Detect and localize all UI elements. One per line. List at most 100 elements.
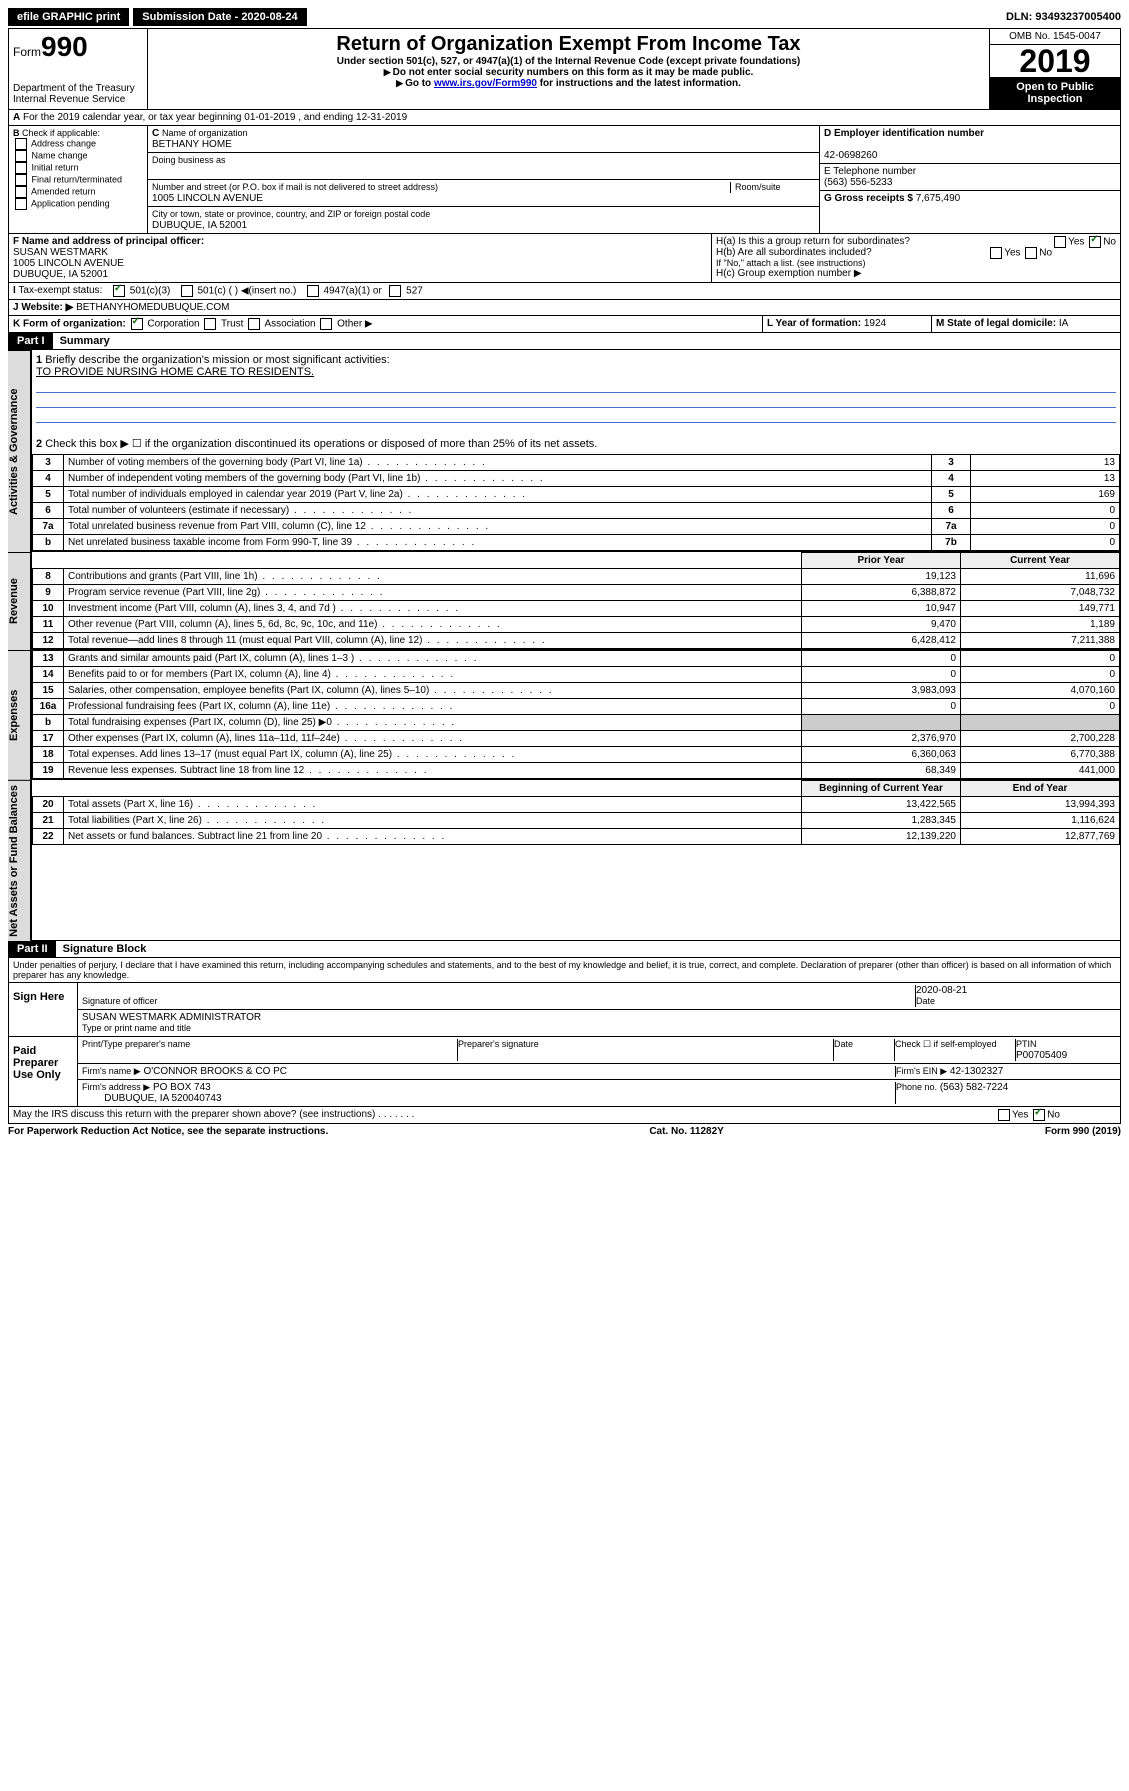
website-label: Website: ▶ — [21, 302, 73, 313]
opt-trust: Trust — [221, 319, 243, 330]
city-value: DUBUQUE, IA 52001 — [152, 220, 247, 231]
checkbox-ha-no[interactable] — [1089, 236, 1101, 248]
table-row: 8Contributions and grants (Part VIII, li… — [33, 569, 1120, 585]
checkbox-amended[interactable] — [15, 186, 27, 198]
org-name: BETHANY HOME — [152, 139, 232, 150]
table-row: 6Total number of volunteers (estimate if… — [33, 503, 1120, 519]
hdr-prior-year: Prior Year — [802, 553, 961, 569]
checkbox-527[interactable] — [389, 285, 401, 297]
table-row: bTotal fundraising expenses (Part IX, co… — [33, 715, 1120, 731]
expenses-table: 13Grants and similar amounts paid (Part … — [32, 650, 1120, 779]
tax-year: 2019 — [990, 45, 1120, 77]
firm-city: DUBUQUE, IA 520040743 — [104, 1093, 221, 1104]
table-row: 4Number of independent voting members of… — [33, 471, 1120, 487]
room-label: Room/suite — [730, 182, 815, 193]
vlabel-revenue: Revenue — [8, 552, 31, 650]
table-row: 11Other revenue (Part VIII, column (A), … — [33, 617, 1120, 633]
governance-table: 3Number of voting members of the governi… — [32, 454, 1120, 551]
tax-year-text: For the 2019 calendar year, or tax year … — [23, 112, 407, 123]
note-ssn: Do not enter social security numbers on … — [393, 67, 754, 78]
discuss-question: May the IRS discuss this return with the… — [13, 1109, 375, 1120]
officer-label: F Name and address of principal officer: — [13, 236, 204, 247]
vlabel-governance: Activities & Governance — [8, 350, 31, 552]
footer-left: For Paperwork Reduction Act Notice, see … — [8, 1126, 328, 1137]
table-row: 16aProfessional fundraising fees (Part I… — [33, 699, 1120, 715]
col-b-checkboxes: B Check if applicable: Address change Na… — [9, 126, 148, 233]
checkbox-hb-no[interactable] — [1025, 247, 1037, 259]
opt-4947: 4947(a)(1) or — [323, 286, 381, 297]
hb-label: H(b) Are all subordinates included? — [716, 247, 872, 258]
no-label: No — [1047, 1109, 1060, 1120]
hc-label: H(c) Group exemption number ▶ — [716, 268, 1116, 279]
efile-button[interactable]: efile GRAPHIC print — [8, 8, 129, 26]
firm-name-label: Firm's name ▶ — [82, 1066, 141, 1076]
table-row: 14Benefits paid to or for members (Part … — [33, 667, 1120, 683]
officer-addr1: 1005 LINCOLN AVENUE — [13, 258, 124, 269]
form-word: Form — [13, 45, 41, 59]
checkbox-address-change[interactable] — [15, 138, 27, 150]
checkbox-other[interactable] — [320, 318, 332, 330]
typed-name: SUSAN WESTMARK ADMINISTRATOR — [82, 1012, 261, 1023]
checkbox-501c[interactable] — [181, 285, 193, 297]
prep-name-label: Print/Type preparer's name — [82, 1039, 190, 1049]
checkbox-501c3[interactable] — [113, 285, 125, 297]
section-governance: Activities & Governance 1 Briefly descri… — [8, 350, 1121, 552]
sig-officer-label: Signature of officer — [82, 996, 157, 1006]
year-formation: 1924 — [864, 318, 886, 329]
revenue-table: Prior YearCurrent Year 8Contributions an… — [32, 552, 1120, 649]
row-a-tax-year: A For the 2019 calendar year, or tax yea… — [8, 110, 1121, 126]
firm-ein: 42-1302327 — [950, 1066, 1003, 1077]
checkbox-initial-return[interactable] — [15, 162, 27, 174]
checkbox-app-pending[interactable] — [15, 198, 27, 210]
paid-preparer-label: Paid Preparer Use Only — [9, 1037, 78, 1106]
discontinued-question: Check this box ▶ ☐ if the organization d… — [45, 438, 597, 450]
opt-final-return: Final return/terminated — [32, 174, 123, 184]
checkbox-final-return[interactable] — [15, 174, 27, 186]
part1-title: Summary — [56, 333, 114, 349]
checkbox-ha-yes[interactable] — [1054, 236, 1066, 248]
officer-addr2: DUBUQUE, IA 52001 — [13, 269, 108, 280]
form-title: Return of Organization Exempt From Incom… — [152, 33, 985, 56]
mission-question: Briefly describe the organization's miss… — [45, 354, 389, 366]
table-row: 19Revenue less expenses. Subtract line 1… — [33, 763, 1120, 779]
note-goto-b: for instructions and the latest informat… — [537, 78, 741, 89]
part2-header-row: Part II Signature Block — [8, 941, 1121, 958]
row-j-website: J Website: ▶ BETHANYHOMEDUBUQUE.COM — [8, 300, 1121, 316]
yes-label: Yes — [1068, 237, 1084, 248]
opt-amended: Amended return — [31, 186, 96, 196]
form-number: 990 — [41, 31, 88, 62]
ptin-value: P00705409 — [1016, 1050, 1067, 1061]
opt-other: Other ▶ — [337, 319, 372, 330]
checkbox-trust[interactable] — [204, 318, 216, 330]
checkbox-assoc[interactable] — [248, 318, 260, 330]
irs-link[interactable]: www.irs.gov/Form990 — [434, 78, 537, 89]
checkbox-hb-yes[interactable] — [990, 247, 1002, 259]
submission-date-button[interactable]: Submission Date - 2020-08-24 — [133, 8, 306, 26]
section-revenue: Revenue Prior YearCurrent Year 8Contribu… — [8, 552, 1121, 650]
dept-treasury: Department of the Treasury — [13, 83, 143, 94]
discuss-row: May the IRS discuss this return with the… — [8, 1107, 1121, 1124]
yes-label: Yes — [1004, 248, 1020, 259]
mission-blank-line — [36, 395, 1116, 408]
checkbox-4947[interactable] — [307, 285, 319, 297]
sign-here-label: Sign Here — [9, 983, 78, 1036]
page-footer: For Paperwork Reduction Act Notice, see … — [8, 1124, 1121, 1139]
form-header: Form990 Department of the Treasury Inter… — [8, 28, 1121, 110]
checkbox-discuss-yes[interactable] — [998, 1109, 1010, 1121]
checkbox-corp[interactable] — [131, 318, 143, 330]
prep-date-label: Date — [834, 1039, 853, 1049]
hdr-beginning-year: Beginning of Current Year — [802, 781, 961, 797]
dba-label: Doing business as — [152, 155, 226, 165]
phone-label: E Telephone number — [824, 166, 916, 177]
col-f-officer: F Name and address of principal officer:… — [9, 234, 711, 282]
section-expenses: Expenses 13Grants and similar amounts pa… — [8, 650, 1121, 780]
table-row: 3Number of voting members of the governi… — [33, 455, 1120, 471]
firm-addr-label: Firm's address ▶ — [82, 1082, 150, 1092]
checkbox-discuss-no[interactable] — [1033, 1109, 1045, 1121]
sign-here-block: Sign Here Signature of officer 2020-08-2… — [8, 983, 1121, 1037]
yes-label: Yes — [1012, 1109, 1028, 1120]
header-left: Form990 Department of the Treasury Inter… — [9, 29, 148, 109]
firm-name: O'CONNOR BROOKS & CO PC — [143, 1066, 287, 1077]
checkbox-name-change[interactable] — [15, 150, 27, 162]
table-row: 9Program service revenue (Part VIII, lin… — [33, 585, 1120, 601]
